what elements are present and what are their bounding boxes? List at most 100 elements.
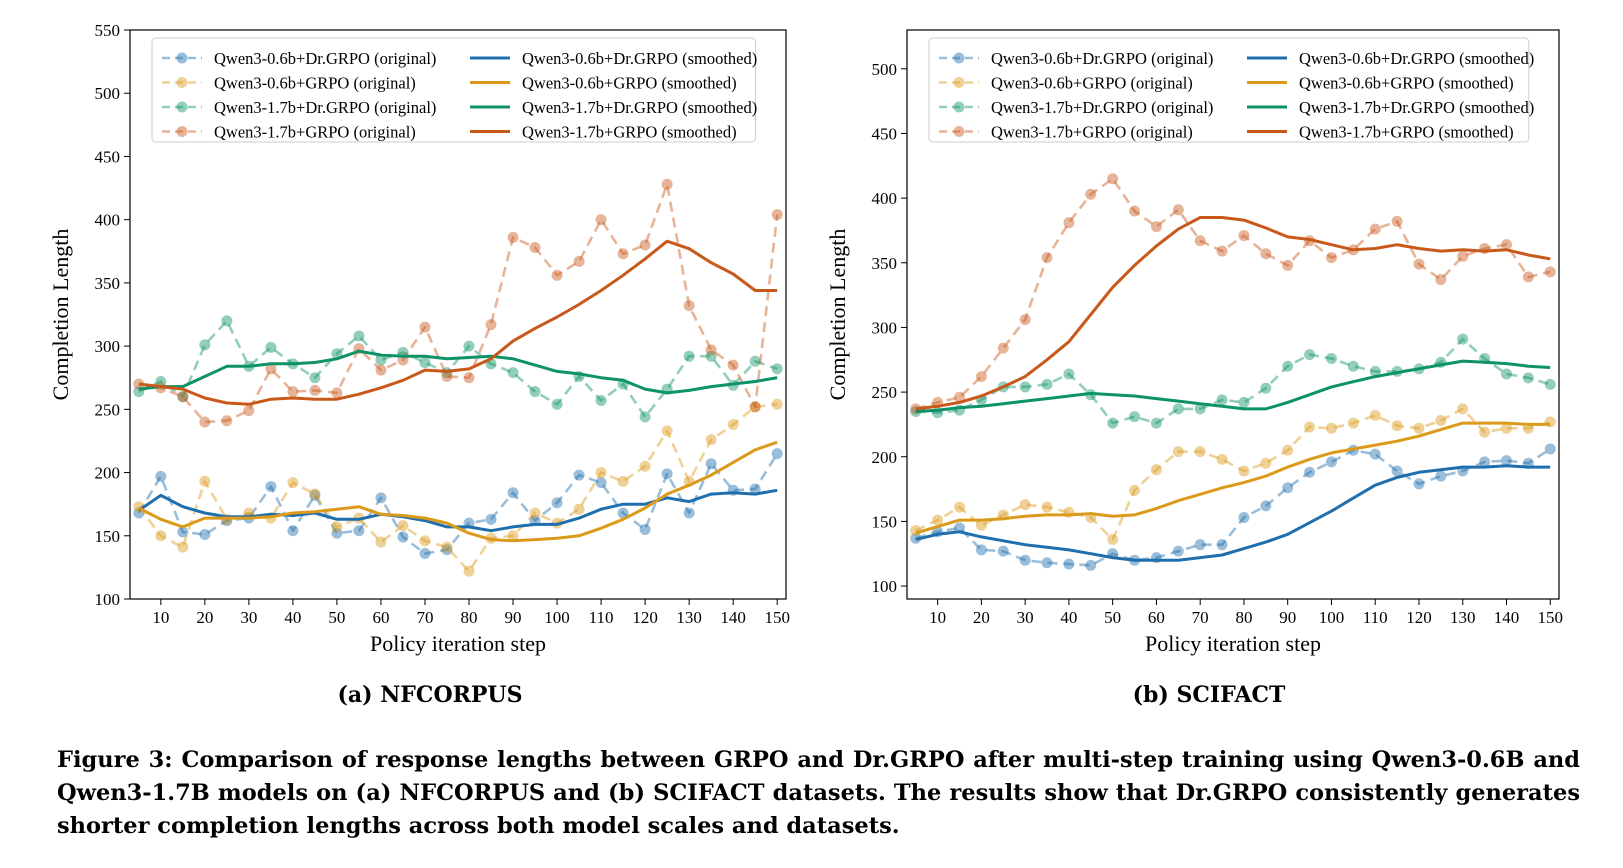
data-point	[1500, 455, 1512, 467]
data-point	[1216, 394, 1228, 406]
y-tick-label: 300	[95, 337, 121, 356]
legend-label: Qwen3-0.6b+GRPO (original)	[214, 74, 416, 93]
data-point	[1063, 217, 1075, 229]
data-point	[155, 470, 167, 482]
x-tick-label: 100	[544, 608, 570, 627]
data-point	[265, 480, 277, 492]
data-point	[1172, 545, 1184, 557]
series-line	[915, 337, 1551, 425]
data-point	[1260, 500, 1272, 512]
legend-item: Qwen3-1.7b+Dr.GRPO (original)	[162, 98, 436, 117]
series-qwen3-1-7b-dr-grpo-smoothed	[915, 359, 1551, 413]
data-point	[1325, 352, 1337, 364]
data-point	[749, 401, 761, 413]
y-tick-label: 250	[95, 400, 121, 419]
legend-label: Qwen3-0.6b+Dr.GRPO (smoothed)	[1299, 49, 1534, 68]
data-point	[1150, 464, 1162, 476]
series-line	[915, 464, 1551, 562]
data-point	[617, 507, 629, 519]
data-point	[683, 507, 695, 519]
data-point	[954, 391, 966, 403]
data-point	[419, 547, 431, 559]
data-point	[1457, 250, 1469, 262]
data-point	[1325, 252, 1337, 264]
x-axis-label: Policy iteration step	[1145, 631, 1321, 656]
series-qwen3-0-6b-dr-grpo-original	[910, 443, 1556, 571]
data-point	[331, 521, 343, 533]
data-point	[1260, 248, 1272, 260]
x-tick-label: 10	[152, 608, 169, 627]
series-line	[138, 440, 778, 543]
series-line	[138, 349, 778, 395]
data-point	[463, 340, 475, 352]
data-point	[975, 371, 987, 383]
x-tick-label: 110	[1363, 608, 1388, 627]
data-point	[1391, 215, 1403, 227]
y-tick-label: 200	[872, 448, 898, 467]
data-point	[1435, 274, 1447, 286]
data-point	[1150, 221, 1162, 233]
x-tick-label: 50	[1104, 608, 1121, 627]
data-point	[954, 501, 966, 513]
data-point	[639, 523, 651, 535]
data-point	[1500, 239, 1512, 251]
data-point	[1304, 349, 1316, 361]
data-point	[749, 483, 761, 495]
data-point	[1150, 417, 1162, 429]
data-point	[639, 239, 651, 251]
data-point	[463, 372, 475, 384]
data-point	[639, 460, 651, 472]
data-point	[441, 541, 453, 553]
data-point	[419, 321, 431, 333]
data-point	[1347, 417, 1359, 429]
data-point	[1522, 271, 1534, 283]
data-point	[1172, 204, 1184, 216]
data-point	[1260, 457, 1272, 469]
y-tick-label: 200	[95, 464, 121, 483]
legend-label: Qwen3-0.6b+GRPO (original)	[991, 74, 1193, 93]
data-point	[287, 525, 299, 537]
legend: Qwen3-0.6b+Dr.GRPO (original) Qwen3-0.6b+…	[151, 37, 757, 143]
data-point	[1479, 426, 1491, 438]
data-point	[353, 330, 365, 342]
data-point	[331, 527, 343, 539]
data-point	[199, 339, 211, 351]
data-point	[221, 315, 233, 327]
y-tick-label: 250	[872, 383, 898, 402]
x-tick-label: 140	[720, 608, 746, 627]
data-point	[573, 469, 585, 481]
data-point	[1216, 453, 1228, 465]
data-point	[529, 241, 541, 253]
data-point	[441, 544, 453, 556]
data-point	[221, 415, 233, 427]
data-point	[529, 507, 541, 519]
data-point	[1019, 314, 1031, 326]
data-point	[551, 269, 563, 281]
data-point	[749, 401, 761, 413]
data-point	[1216, 539, 1228, 551]
data-point	[1238, 230, 1250, 242]
legend-label: Qwen3-1.7b+GRPO (original)	[991, 123, 1193, 142]
data-point	[1129, 484, 1141, 496]
data-point	[507, 231, 519, 243]
data-point	[1544, 443, 1556, 455]
data-point	[1304, 421, 1316, 433]
y-tick-label: 100	[872, 577, 898, 596]
data-point	[1369, 365, 1381, 377]
legend-item: Qwen3-1.7b+Dr.GRPO (smoothed)	[1247, 98, 1534, 117]
data-point	[1129, 205, 1141, 217]
data-point	[177, 541, 189, 553]
data-point	[529, 386, 541, 398]
legend-marker	[953, 77, 965, 88]
data-point	[1544, 378, 1556, 390]
subfigure-label-b: (b) SCIFACT	[1132, 682, 1286, 708]
data-point	[1282, 360, 1294, 372]
data-point	[1216, 245, 1228, 257]
y-tick-label: 500	[95, 84, 121, 103]
data-point	[1325, 422, 1337, 434]
legend-marker	[953, 101, 965, 113]
legend-label: Qwen3-1.7b+Dr.GRPO (original)	[214, 98, 436, 117]
series-line	[138, 183, 779, 424]
data-point	[771, 448, 783, 460]
data-point	[1238, 465, 1250, 477]
